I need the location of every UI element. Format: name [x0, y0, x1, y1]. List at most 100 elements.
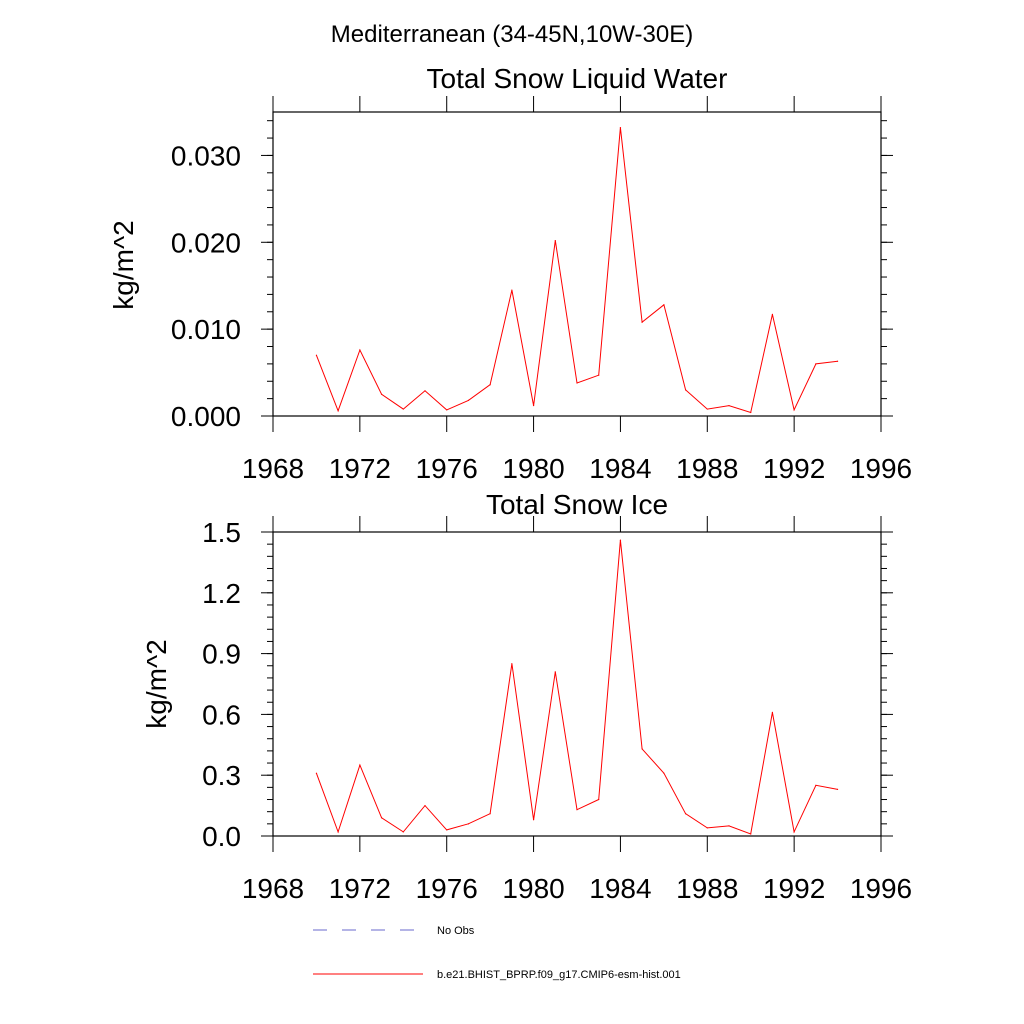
axis-ticks [261, 96, 893, 432]
data-point [446, 829, 448, 831]
legend-entry-model: b.e21.BHIST_BPRP.f09_g17.CMIP6-esm-hist.… [313, 969, 681, 981]
data-point [663, 772, 665, 774]
data-point [793, 409, 795, 411]
axis-ticks [261, 516, 893, 852]
figure-title: Mediterranean (34-45N,10W-30E) [331, 21, 693, 48]
y-tick-label: 0.3 [202, 760, 241, 791]
x-tick-label: 1980 [502, 873, 564, 904]
y-tick-label: 0.010 [171, 314, 241, 345]
x-tick-label: 1972 [329, 873, 391, 904]
x-tick-label: 1968 [242, 453, 304, 484]
data-point [619, 539, 622, 541]
data-point [684, 813, 687, 815]
data-point [619, 127, 622, 129]
data-point [446, 409, 448, 411]
data-point [554, 239, 556, 242]
data-point [750, 411, 752, 414]
x-tick-label: 1988 [676, 453, 738, 484]
y-tick-label: 1.2 [202, 578, 241, 609]
x-tick-label: 1992 [763, 453, 825, 484]
x-tick-label: 1984 [589, 873, 651, 904]
data-point [532, 819, 535, 821]
data-point [706, 408, 708, 410]
data-point [771, 313, 774, 315]
series-lines [315, 539, 839, 835]
data-point [728, 825, 730, 827]
y-tick-label: 0.9 [202, 639, 241, 670]
data-point [576, 809, 578, 811]
y-tick-label: 0.000 [171, 401, 241, 432]
data-point [489, 813, 491, 815]
data-point [402, 831, 404, 833]
data-point [641, 748, 643, 750]
panel-title: Total Snow Ice [486, 489, 668, 520]
data-point [489, 384, 491, 386]
y-tick-labels: 0.000 0.010 0.020 0.030 [171, 140, 241, 432]
x-tick-label: 1976 [416, 873, 478, 904]
data-point [576, 382, 578, 384]
legend-entry-no-obs: No Obs [313, 925, 475, 937]
data-point [815, 784, 817, 786]
data-point [554, 671, 556, 673]
data-point [402, 408, 404, 410]
data-point [598, 798, 600, 801]
x-tick-labels: 1968 1972 1976 1980 1984 1988 1992 1996 [242, 453, 912, 484]
data-point [684, 389, 687, 391]
data-point [467, 399, 470, 401]
y-axis-label: kg/m^2 [141, 639, 172, 728]
x-tick-label: 1984 [589, 453, 651, 484]
data-point [532, 404, 535, 407]
legend-label: No Obs [437, 925, 475, 937]
series-lines [315, 127, 839, 414]
x-tick-label: 1980 [502, 453, 564, 484]
data-point [728, 404, 730, 407]
panel-snow-ice: Total Snow Ice kg/m^2 1968 1972 1976 1980 19… [141, 489, 912, 904]
data-point [315, 354, 318, 356]
data-point [836, 360, 839, 362]
x-tick-label: 1996 [850, 453, 912, 484]
data-point [337, 831, 339, 833]
plot-frame [272, 111, 882, 417]
panel-title: Total Snow Liquid Water [427, 63, 728, 94]
data-point [424, 805, 426, 807]
plot-frame [272, 531, 882, 837]
x-tick-label: 1992 [763, 873, 825, 904]
y-tick-label: 0.020 [171, 227, 241, 258]
data-point [641, 321, 643, 323]
x-tick-label: 1972 [329, 453, 391, 484]
x-tick-label: 1988 [676, 873, 738, 904]
y-tick-label: 0.030 [171, 140, 241, 171]
y-axis-label: kg/m^2 [108, 220, 139, 309]
data-point [380, 393, 383, 395]
data-point [359, 764, 361, 766]
legend-label: b.e21.BHIST_BPRP.f09_g17.CMIP6-esm-hist.… [437, 969, 681, 981]
data-point [359, 349, 361, 351]
data-point [511, 663, 513, 665]
panel-snow-liquid-water: Total Snow Liquid Water kg/m^2 1968 1972 1… [108, 63, 912, 484]
y-tick-labels: 0.0 0.3 0.6 0.9 1.2 1.5 [202, 517, 241, 852]
data-point [467, 823, 470, 825]
data-point [315, 772, 318, 774]
y-tick-label: 1.5 [202, 517, 241, 548]
data-point [663, 304, 665, 306]
legend: No Obs b.e21.BHIST_BPRP.f09_g17.CMIP6-es… [313, 925, 681, 981]
x-tick-label: 1996 [850, 873, 912, 904]
data-point [380, 817, 383, 819]
data-point [793, 831, 795, 833]
x-tick-label: 1976 [416, 453, 478, 484]
data-point [706, 827, 708, 829]
data-point [511, 289, 513, 291]
x-tick-label: 1968 [242, 873, 304, 904]
x-tick-labels: 1968 1972 1976 1980 1984 1988 1992 1996 [242, 873, 912, 904]
y-tick-label: 0.0 [202, 821, 241, 852]
data-point [750, 833, 752, 835]
data-point [598, 374, 600, 376]
data-point [836, 788, 839, 790]
data-point [771, 711, 774, 713]
data-point [337, 410, 339, 412]
data-point [424, 390, 426, 392]
data-point [815, 363, 817, 365]
y-tick-label: 0.6 [202, 699, 241, 730]
